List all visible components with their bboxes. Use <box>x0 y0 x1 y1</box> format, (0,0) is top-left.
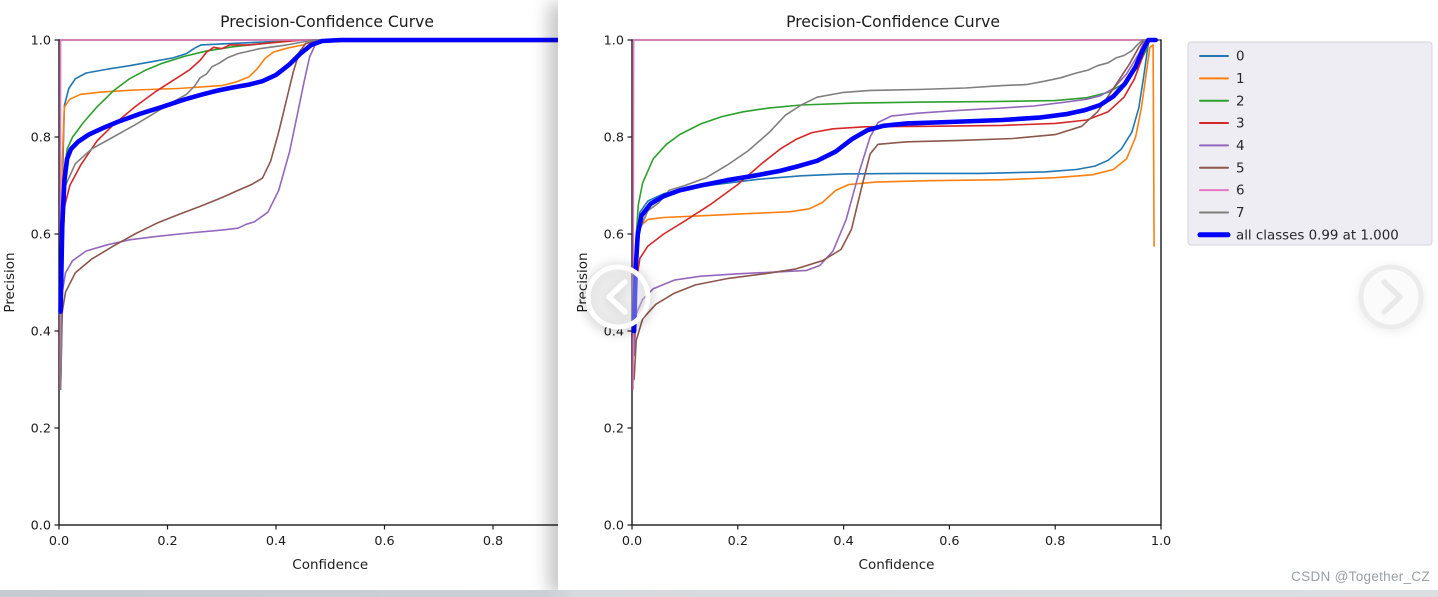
x-tick-label: 0.4 <box>833 534 853 549</box>
x-tick-label: 0.0 <box>49 534 69 549</box>
legend-entry-label: 5 <box>1236 161 1245 176</box>
x-axis-label: Confidence <box>859 557 935 573</box>
y-axis-label: Precision <box>2 252 18 312</box>
x-axis-label: Confidence <box>292 557 368 573</box>
y-tick-label: 0.6 <box>604 228 624 243</box>
series-line-3 <box>59 39 565 390</box>
y-tick-label: 0.2 <box>604 422 624 437</box>
series-line-5 <box>59 40 565 390</box>
carousel-prev-button[interactable] <box>580 259 656 335</box>
chevron-left-icon <box>585 264 651 330</box>
precision-confidence-chart-previous: 0.0 0.2 0.4 0.6 0.8 0.0 0.2 0.4 0.6 0.8 1.0 Precisi… <box>2 13 603 573</box>
y-tick-label: 0.6 <box>31 228 51 243</box>
y-tick-label: 0.2 <box>31 422 51 437</box>
x-tick-label: 0.0 <box>622 534 642 549</box>
chart-title: Precision-Confidence Curve <box>220 13 434 31</box>
x-tick-label: 0.6 <box>374 534 394 549</box>
series-line-7 <box>59 39 565 390</box>
legend-entry-label: 7 <box>1236 206 1245 221</box>
page-divider <box>0 590 1438 597</box>
x-tick-label: 0.6 <box>939 534 959 549</box>
series-line-all <box>631 37 1158 334</box>
precision-confidence-chart-current: 0.0 0.2 0.4 0.6 0.8 1.00.00.20.40.60.81.0Prec… <box>575 13 1433 573</box>
x-tick-label: 1.0 <box>1151 534 1171 549</box>
y-tick-label: 0.4 <box>31 325 51 340</box>
series-line-0 <box>633 39 1160 342</box>
previous-chart-image[interactable]: 0.0 0.2 0.4 0.6 0.8 0.0 0.2 0.4 0.6 0.8 1.0 Precisi… <box>0 0 603 590</box>
y-tick-label: 1.0 <box>604 34 624 49</box>
series-line-5 <box>633 39 1160 381</box>
carousel-next-button[interactable] <box>1353 259 1429 335</box>
chevron-right-icon <box>1358 264 1424 330</box>
series-line-6 <box>59 39 565 390</box>
chart-title: Precision-Confidence Curve <box>786 13 1000 31</box>
series-line-1 <box>633 44 1155 342</box>
x-tick-label: 0.8 <box>1045 534 1065 549</box>
series-line-0 <box>59 39 565 390</box>
y-tick-label: 0.0 <box>604 519 624 534</box>
x-tick-label: 0.2 <box>728 534 748 549</box>
current-chart-image[interactable]: 0.0 0.2 0.4 0.6 0.8 1.0 0.0 0.2 0.4 0.6 0.8 1.0 Prec… <box>558 0 1438 590</box>
legend-entry-label: 6 <box>1236 184 1245 199</box>
plot-border <box>58 39 603 526</box>
series-line-4 <box>633 39 1160 357</box>
series-line-3 <box>633 39 1160 357</box>
legend-entry-label: 3 <box>1236 117 1245 132</box>
series-line-all <box>58 37 566 314</box>
legend-entry-label: all classes 0.99 at 1.000 <box>1236 228 1399 243</box>
y-tick-label: 0.8 <box>31 131 51 146</box>
series-line-2 <box>59 39 565 390</box>
csdn-watermark: CSDN @Together_CZ <box>1291 569 1430 584</box>
series-line-1 <box>59 39 565 390</box>
legend-entry-label: 4 <box>1236 139 1245 154</box>
chart-legend <box>1187 41 1433 246</box>
x-tick-label: 0.8 <box>483 534 503 549</box>
y-tick-label: 0.0 <box>31 519 51 534</box>
x-tick-label: 0.4 <box>266 534 286 549</box>
series-line-4 <box>59 40 565 390</box>
x-tick-label: 0.2 <box>157 534 177 549</box>
legend-entry-label: 0 <box>1236 50 1245 65</box>
y-tick-label: 1.0 <box>31 34 51 49</box>
legend-entry-label: 2 <box>1236 94 1245 109</box>
series-line-7 <box>633 39 1160 332</box>
legend-entry-label: 1 <box>1236 72 1245 87</box>
y-tick-label: 0.8 <box>604 131 624 146</box>
